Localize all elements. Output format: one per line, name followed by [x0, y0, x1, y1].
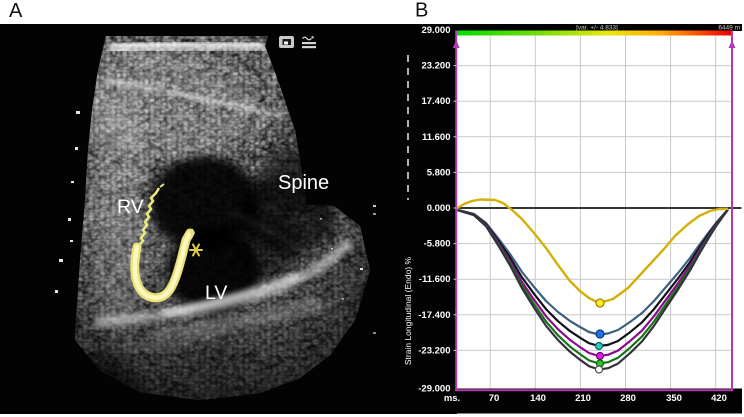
- svg-text:70: 70: [489, 393, 500, 404]
- svg-text:ms.: ms.: [444, 393, 460, 404]
- svg-text:B: B: [415, 0, 428, 22]
- svg-text:-11.600: -11.600: [419, 274, 451, 285]
- svg-text:0.000: 0.000: [427, 203, 451, 214]
- svg-text:-23.200: -23.200: [418, 345, 450, 356]
- svg-text:420: 420: [711, 393, 727, 404]
- svg-text:-29.000: -29.000: [418, 384, 450, 395]
- svg-text:11.600: 11.600: [422, 132, 451, 143]
- svg-text:Strain Longitudinal (Endo) %: Strain Longitudinal (Endo) %: [403, 256, 413, 365]
- svg-text:140: 140: [530, 393, 546, 404]
- svg-text:6449 m: 6449 m: [718, 24, 740, 31]
- svg-text:-17.400: -17.400: [418, 310, 450, 321]
- svg-text:Spine: Spine: [278, 172, 329, 194]
- svg-text:A: A: [9, 0, 23, 22]
- svg-text:5.800: 5.800: [427, 167, 451, 178]
- svg-text:-5.800: -5.800: [424, 239, 451, 250]
- svg-text:LV: LV: [205, 282, 227, 304]
- svg-text:210: 210: [575, 393, 591, 404]
- svg-text:29.000: 29.000: [421, 25, 450, 36]
- svg-text:350: 350: [666, 393, 682, 404]
- svg-text:RV: RV: [117, 196, 144, 218]
- svg-text:[var. +/- 4.833]: [var. +/- 4.833]: [576, 24, 618, 31]
- svg-text:280: 280: [620, 393, 636, 404]
- svg-text:17.400: 17.400: [421, 96, 450, 107]
- svg-text:23.200: 23.200: [421, 61, 450, 72]
